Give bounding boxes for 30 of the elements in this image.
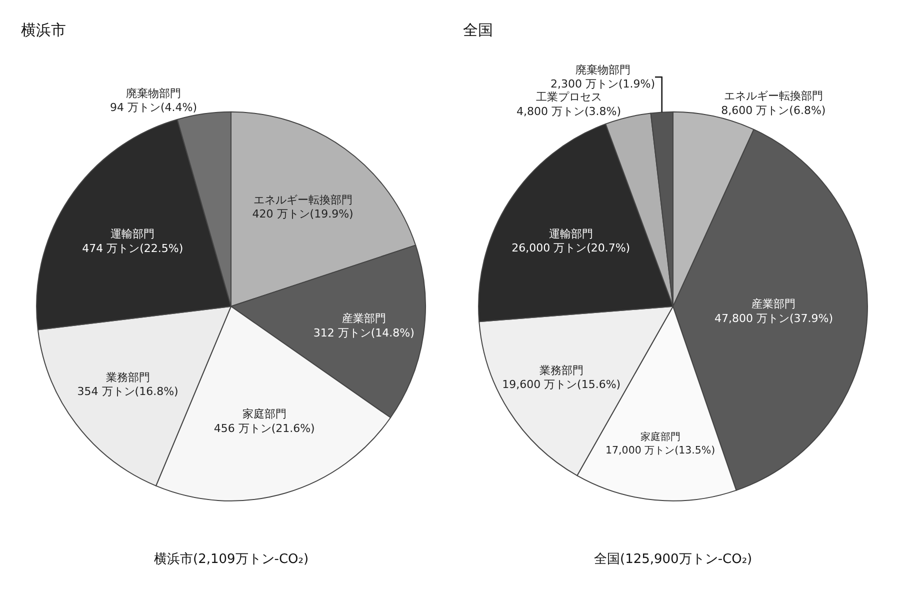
text: 全国(125,900万トン-CO₂) <box>594 552 752 567</box>
slice-label: 運輸部門 <box>110 228 155 241</box>
data-label: 19,600 万トン(15.6%) <box>502 378 621 392</box>
slice-label: 産業部門 <box>752 298 796 311</box>
slice-label: 家庭部門 <box>640 431 680 444</box>
data-label: 26,000 万トン(20.7%) <box>512 242 630 255</box>
data-label: 17,000 万トン(13.5%) <box>606 444 716 457</box>
data-label: 47,800 万トン(37.9%) <box>714 312 833 325</box>
data-label: 456 万トン(21.6%) <box>214 422 315 435</box>
data-label: 474 万トン(22.5%) <box>82 242 184 255</box>
slice-label: エネルギー転換部門 <box>253 193 352 206</box>
slice-label: 運輸部門 <box>548 227 593 240</box>
data-label: 8,600 万トン(6.8%) <box>721 104 826 117</box>
chart-title: 全国 <box>463 21 493 39</box>
data-label: 2,300 万トン(1.9%) <box>550 78 656 91</box>
slice-label: 廃棄物部門 <box>126 86 182 100</box>
chart-title: 横浜市 <box>21 21 66 39</box>
data-label: 354 万トン(16.8%) <box>77 385 178 398</box>
slice-label: 家庭部門 <box>242 407 286 420</box>
data-label: 94 万トン(4.4%) <box>110 101 198 114</box>
data-label: 4,800 万トン(3.8%) <box>516 104 622 118</box>
slice-label: 業務部門 <box>539 364 584 377</box>
data-label: 312 万トン(14.8%) <box>313 326 414 340</box>
slice-label: 産業部門 <box>342 312 386 326</box>
slice-label: 工業プロセス <box>536 90 602 104</box>
data-label: 420 万トン(19.9%) <box>252 208 354 221</box>
slice-label: 業務部門 <box>106 370 150 384</box>
text: 横浜市(2,109万トン-CO₂) <box>154 552 309 567</box>
slice-label: エネルギー転換部門 <box>724 90 823 103</box>
slice-label: 廃棄物部門 <box>575 63 630 76</box>
